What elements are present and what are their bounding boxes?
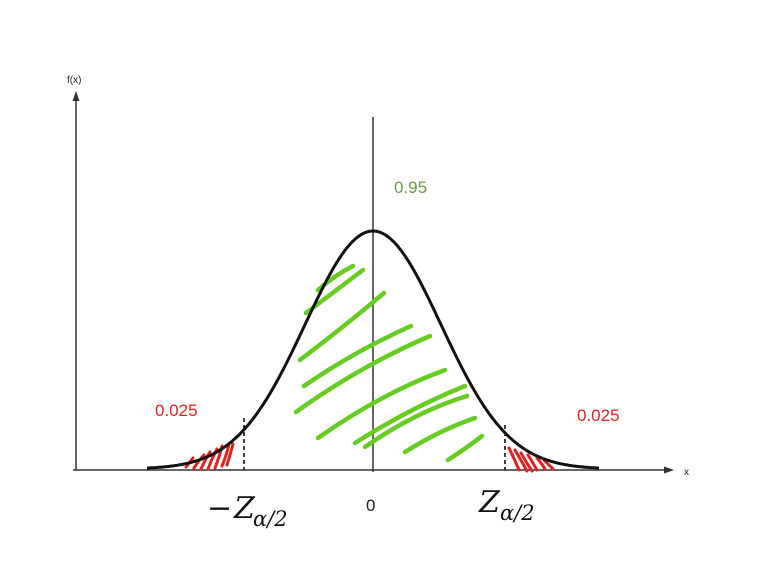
right-tail-hatching: [507, 446, 555, 473]
x-axis-arrowhead: [664, 466, 674, 474]
center-area-label: 0.95: [394, 178, 427, 197]
normal-curve: [147, 229, 599, 470]
left-tail-label: 0.025: [155, 401, 198, 420]
left-critical-symbol: Z: [233, 491, 256, 526]
center-zero-label: 0: [366, 496, 375, 515]
y-axis-arrowhead: [72, 91, 80, 101]
right-critical-subscript: α/2: [500, 501, 535, 525]
right-tail-label: 0.025: [577, 406, 620, 425]
left-critical-label: − Z α/2: [207, 491, 288, 531]
right-critical-label: Z α/2: [478, 485, 535, 525]
x-axis-label: x: [684, 467, 689, 478]
y-axis-label: f(x): [67, 75, 81, 86]
right-critical-symbol: Z: [478, 485, 501, 520]
center-area-hatching: [293, 263, 485, 463]
left-critical-sign: −: [207, 491, 232, 526]
left-critical-subscript: α/2: [253, 507, 288, 531]
